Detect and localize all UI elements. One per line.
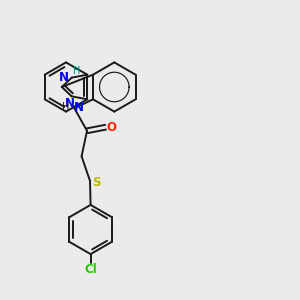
Text: N: N xyxy=(74,101,84,114)
Text: O: O xyxy=(106,121,116,134)
Text: N: N xyxy=(65,97,75,110)
Text: Cl: Cl xyxy=(84,263,97,276)
Text: S: S xyxy=(92,176,101,189)
Text: H: H xyxy=(74,66,81,76)
Text: H: H xyxy=(62,102,69,112)
Text: N: N xyxy=(59,71,69,84)
